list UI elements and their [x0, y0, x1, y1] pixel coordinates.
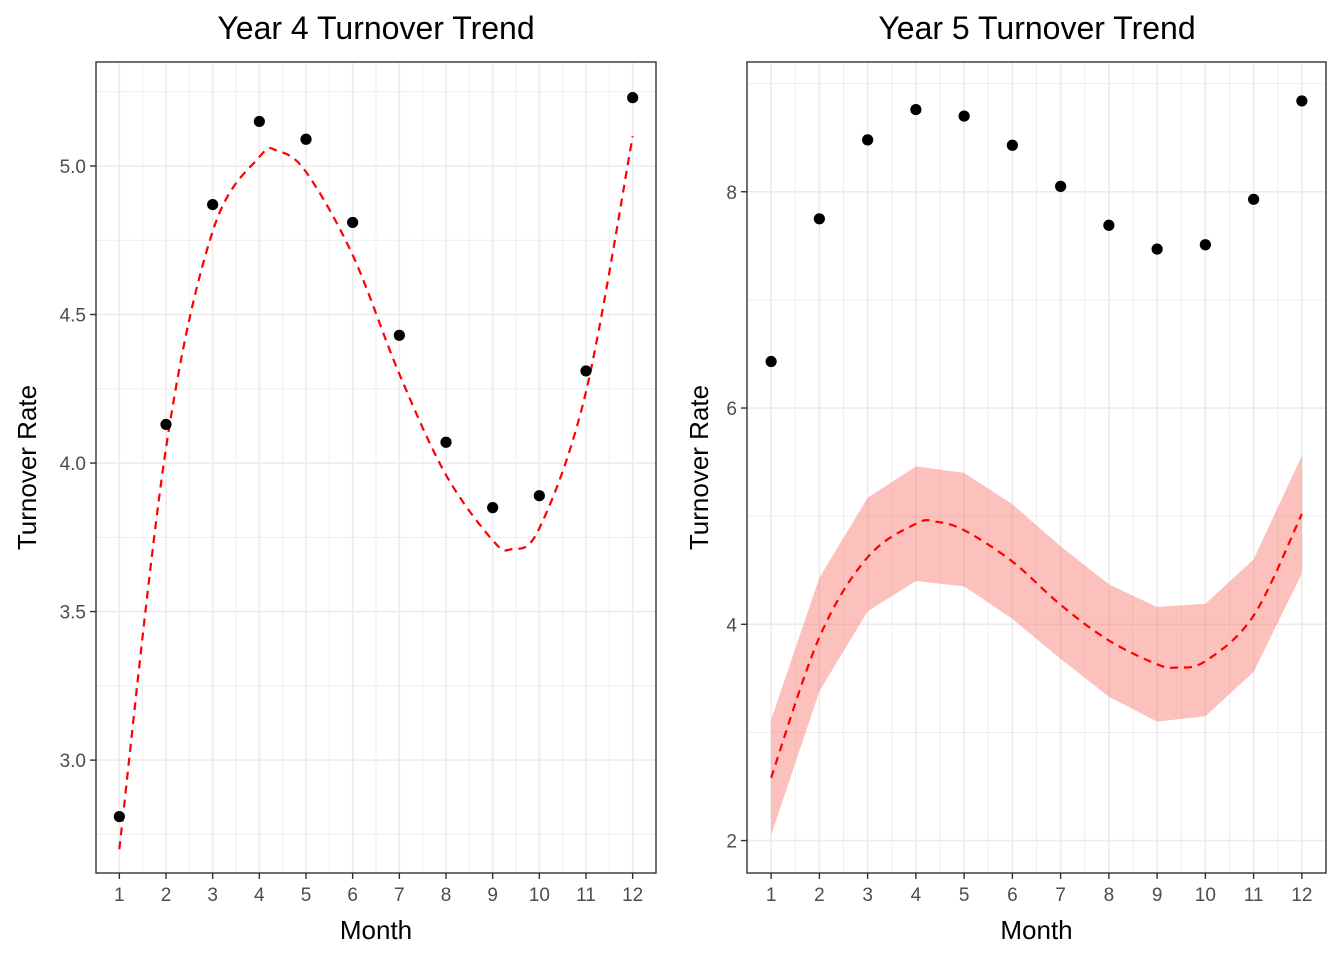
y-tick-label: 5.0: [60, 157, 86, 178]
data-point: [347, 216, 359, 229]
x-tick-label: 12: [622, 885, 643, 906]
x-tick-label: 10: [1195, 885, 1216, 906]
y-tick-label: 4.0: [60, 454, 86, 475]
y-tick-label: 8: [726, 183, 737, 204]
y-axis-label: Turnover Rate: [12, 385, 42, 550]
data-point: [813, 213, 825, 225]
y-axis-label: Turnover Rate: [684, 385, 714, 550]
data-point: [113, 810, 125, 823]
data-point: [393, 329, 405, 341]
data-point: [160, 418, 172, 431]
x-tick-label: 4: [254, 885, 265, 906]
x-tick-label: 6: [1007, 885, 1018, 906]
x-tick-label: 8: [1104, 885, 1115, 906]
trend-line: [770, 513, 1303, 779]
x-axis-label: Month: [340, 915, 412, 945]
x-tick-label: 5: [959, 885, 970, 906]
x-tick-label: 5: [301, 885, 312, 906]
data-point: [300, 133, 312, 145]
y-tick-label: 4.5: [60, 306, 86, 327]
data-point: [487, 502, 499, 514]
plot-area: [113, 92, 639, 850]
x-tick-label: 9: [1152, 885, 1163, 906]
x-tick-label: 3: [207, 885, 218, 906]
data-point: [1199, 239, 1211, 251]
panel-border: [746, 61, 1327, 874]
x-axis-label: Month: [1000, 915, 1072, 945]
x-tick-label: 2: [814, 885, 825, 906]
data-point: [253, 115, 265, 128]
y-tick-label: 6: [726, 399, 737, 420]
x-tick-label: 4: [911, 885, 922, 906]
data-point: [1151, 243, 1163, 255]
x-tick-label: 11: [576, 885, 596, 906]
data-point: [1006, 139, 1018, 151]
data-point: [1296, 95, 1308, 107]
trend-line: [118, 136, 634, 850]
x-tick-label: 1: [114, 885, 125, 906]
data-point: [1103, 219, 1115, 231]
chart-title: Year 4 Turnover Trend: [217, 10, 534, 46]
panel-border: [95, 61, 657, 874]
data-point: [958, 110, 970, 122]
x-tick-label: 2: [161, 885, 172, 906]
data-point: [440, 436, 452, 448]
data-point: [1055, 180, 1067, 192]
data-point: [580, 365, 592, 377]
y-tick-label: 3.0: [60, 751, 86, 772]
data-point: [627, 92, 639, 104]
x-tick-label: 3: [862, 885, 873, 906]
x-tick-label: 7: [1055, 885, 1066, 906]
data-point: [1248, 193, 1260, 205]
x-tick-label: 1: [766, 885, 777, 906]
chart-title: Year 5 Turnover Trend: [878, 10, 1195, 46]
data-point: [862, 134, 874, 146]
x-tick-label: 9: [487, 885, 498, 906]
confidence-band: [771, 455, 1302, 836]
data-point: [910, 103, 922, 116]
x-tick-label: 10: [529, 885, 550, 906]
y-tick-label: 3.5: [60, 603, 86, 624]
y-tick-label: 4: [726, 615, 737, 636]
data-point: [765, 355, 777, 368]
plot-area: [765, 95, 1308, 836]
x-tick-label: 6: [347, 885, 358, 906]
x-tick-label: 8: [441, 885, 452, 906]
x-tick-label: 11: [1244, 885, 1264, 906]
data-point: [533, 490, 545, 502]
data-point: [207, 198, 219, 211]
x-tick-label: 7: [394, 885, 405, 906]
y-tick-label: 2: [726, 832, 737, 853]
x-tick-label: 12: [1291, 885, 1312, 906]
